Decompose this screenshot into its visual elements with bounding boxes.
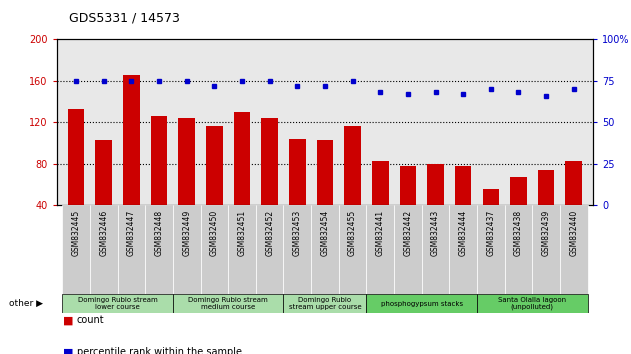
- Text: GSM832450: GSM832450: [210, 210, 219, 256]
- Bar: [179, 118, 195, 247]
- Text: GSM832442: GSM832442: [403, 210, 413, 256]
- Text: GSM832444: GSM832444: [459, 210, 468, 256]
- Text: GSM832440: GSM832440: [569, 210, 578, 256]
- Text: phosphogypsum stacks: phosphogypsum stacks: [380, 301, 463, 307]
- Bar: [68, 109, 85, 247]
- Text: other ▶: other ▶: [9, 299, 44, 308]
- Text: GSM832454: GSM832454: [321, 210, 329, 256]
- Text: GSM832445: GSM832445: [72, 210, 81, 256]
- Bar: [533, 205, 560, 294]
- Bar: [173, 294, 283, 313]
- Text: GSM832449: GSM832449: [182, 210, 191, 256]
- Text: percentile rank within the sample: percentile rank within the sample: [77, 347, 242, 354]
- Bar: [256, 205, 283, 294]
- Bar: [261, 118, 278, 247]
- Bar: [367, 205, 394, 294]
- Bar: [560, 205, 587, 294]
- Bar: [339, 205, 367, 294]
- Bar: [123, 75, 139, 247]
- Bar: [90, 205, 117, 294]
- Text: GSM832453: GSM832453: [293, 210, 302, 256]
- Bar: [449, 205, 477, 294]
- Text: GSM832452: GSM832452: [265, 210, 274, 256]
- Bar: [228, 205, 256, 294]
- Text: Domingo Rubio stream
lower course: Domingo Rubio stream lower course: [78, 297, 158, 310]
- Bar: [311, 205, 339, 294]
- Bar: [510, 177, 527, 247]
- Bar: [62, 294, 173, 313]
- Text: Santa Olalla lagoon
(unpolluted): Santa Olalla lagoon (unpolluted): [498, 297, 567, 310]
- Text: Domingo Rubio
stream upper course: Domingo Rubio stream upper course: [288, 297, 362, 310]
- Bar: [427, 164, 444, 247]
- Text: GSM832451: GSM832451: [237, 210, 247, 256]
- Bar: [173, 205, 201, 294]
- Bar: [289, 139, 305, 247]
- Bar: [117, 205, 145, 294]
- Text: GSM832455: GSM832455: [348, 210, 357, 256]
- Bar: [367, 294, 477, 313]
- Text: ■: ■: [63, 315, 74, 325]
- Bar: [145, 205, 173, 294]
- Text: GSM832446: GSM832446: [99, 210, 109, 256]
- Bar: [477, 205, 505, 294]
- Bar: [483, 189, 499, 247]
- Bar: [233, 112, 251, 247]
- Bar: [345, 126, 361, 247]
- Bar: [62, 205, 90, 294]
- Bar: [505, 205, 533, 294]
- Bar: [538, 170, 555, 247]
- Bar: [477, 294, 587, 313]
- Bar: [394, 205, 422, 294]
- Bar: [206, 126, 223, 247]
- Text: GSM832443: GSM832443: [431, 210, 440, 256]
- Bar: [372, 161, 389, 247]
- Text: count: count: [77, 315, 105, 325]
- Bar: [565, 161, 582, 247]
- Text: Domingo Rubio stream
medium course: Domingo Rubio stream medium course: [188, 297, 268, 310]
- Text: GSM832447: GSM832447: [127, 210, 136, 256]
- Text: GSM832438: GSM832438: [514, 210, 523, 256]
- Text: ■: ■: [63, 347, 74, 354]
- Bar: [95, 140, 112, 247]
- Bar: [455, 166, 471, 247]
- Bar: [399, 166, 416, 247]
- Bar: [317, 140, 333, 247]
- Text: GDS5331 / 14573: GDS5331 / 14573: [69, 12, 180, 25]
- Bar: [201, 205, 228, 294]
- Bar: [422, 205, 449, 294]
- Bar: [151, 116, 167, 247]
- Text: GSM832448: GSM832448: [155, 210, 163, 256]
- Bar: [283, 205, 311, 294]
- Text: GSM832437: GSM832437: [487, 210, 495, 256]
- Bar: [283, 294, 367, 313]
- Text: GSM832439: GSM832439: [541, 210, 551, 256]
- Text: GSM832441: GSM832441: [375, 210, 385, 256]
